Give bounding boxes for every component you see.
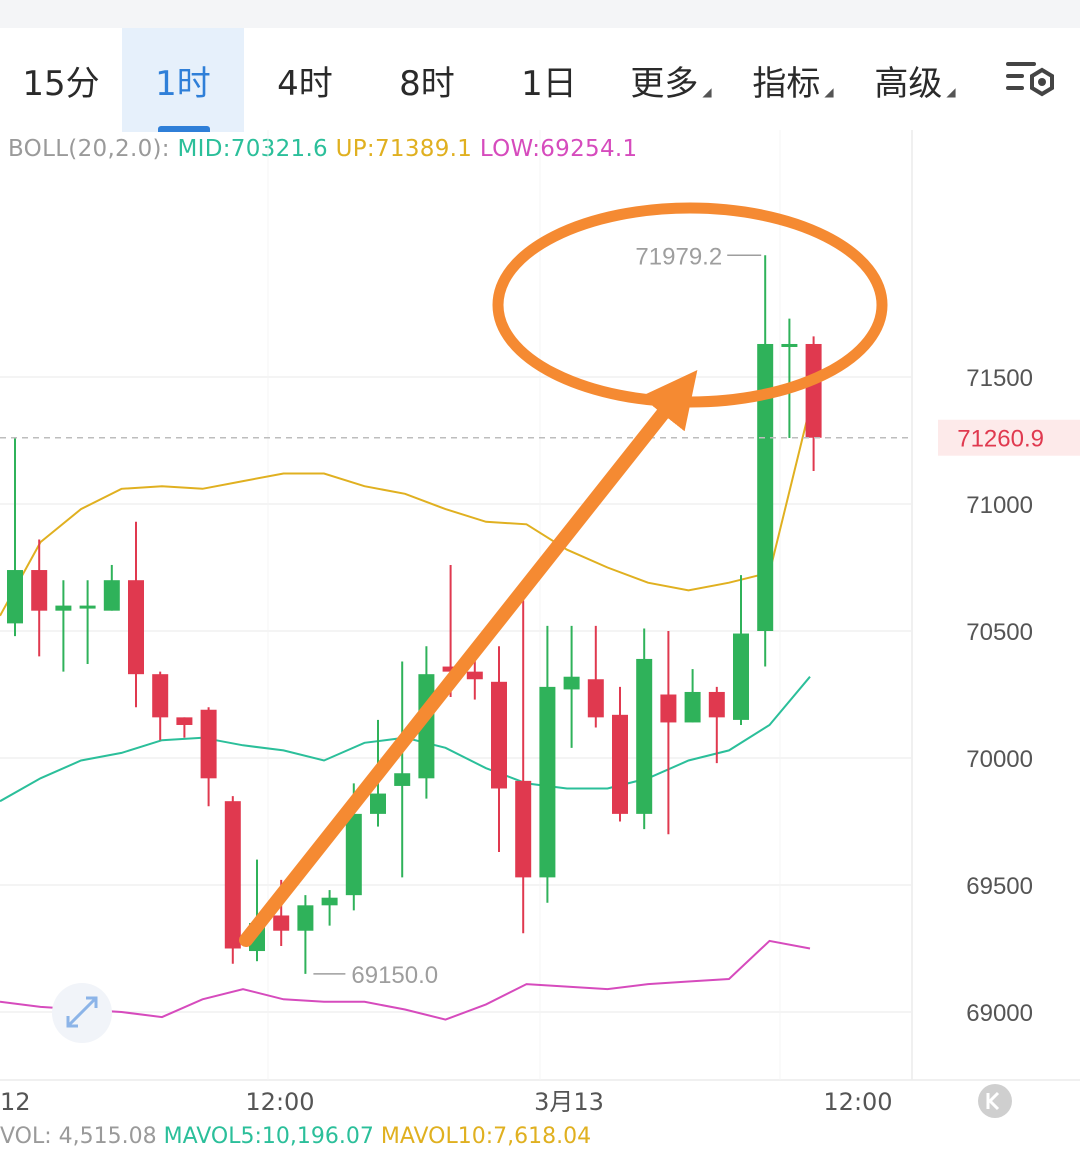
candle-body: [7, 570, 23, 624]
dropdown-caret-icon: ◢: [946, 85, 956, 99]
grid-lines: 71500 71000 70500 70000 69500 69000: [0, 130, 1080, 1081]
x-tick-label: 12: [0, 1088, 31, 1116]
candle-body: [563, 676, 580, 690]
tab-3[interactable]: 8时: [366, 28, 488, 132]
tab-label: 高级: [874, 63, 943, 104]
y-tick-label: 71500: [966, 365, 1033, 392]
tab-4[interactable]: 1日: [488, 28, 610, 132]
boll-up-line: [0, 407, 811, 617]
tab-label: 指标: [752, 63, 821, 104]
tab-1[interactable]: 1时: [122, 28, 244, 132]
candle-body: [200, 709, 217, 779]
tab-label: 15分: [22, 63, 100, 104]
vol-value: VOL: 4,515.08: [0, 1124, 157, 1149]
boll-name: BOLL(20,2.0):: [8, 136, 170, 162]
tab-label: 1时: [155, 63, 211, 104]
y-tick-label: 70000: [966, 746, 1033, 773]
tab-0[interactable]: 15分: [0, 28, 122, 132]
x-tick-label: 3月13: [534, 1088, 604, 1116]
chevron-left-icon: [987, 1091, 1000, 1111]
candle-body: [805, 343, 822, 438]
trend-arrow: [239, 370, 698, 947]
y-tick-label: 69000: [966, 1000, 1033, 1027]
candle-body: [442, 666, 459, 672]
candle-body: [466, 671, 483, 680]
volume-legend: VOL: 4,515.08 MAVOL5:10,196.07 MAVOL10:7…: [0, 1124, 591, 1149]
boll-low-line: [0, 939, 811, 1021]
candle-body: [224, 801, 241, 949]
expand-diagonal: [66, 996, 98, 1028]
candle-body: [394, 773, 411, 786]
time-axis: 12 12:00 3月13 12:00: [0, 1084, 1012, 1118]
candle-body: [587, 679, 604, 718]
current-price-label: 71260.9: [957, 426, 1044, 453]
tab-label: 8时: [399, 63, 455, 104]
highlight-ellipse: [492, 202, 888, 408]
candle-body: [31, 570, 48, 611]
candle-body: [539, 686, 556, 878]
status-strip: [0, 0, 1080, 28]
boll-up: UP:71389.1: [335, 136, 473, 162]
current-price-bg: [938, 419, 1080, 456]
boll-mid: MID:70321.6: [177, 136, 328, 162]
scroll-latest-button[interactable]: [978, 1084, 1012, 1118]
mavol5-value: MAVOL5:10,196.07: [163, 1124, 374, 1149]
candle-body: [55, 605, 72, 611]
low-price-label: 69150.0: [351, 962, 438, 989]
tab-5[interactable]: 更多 ◢: [610, 28, 732, 132]
y-tick-label: 70500: [966, 619, 1033, 646]
candle-body: [733, 633, 749, 720]
candle-body: [660, 694, 677, 723]
tab-label: 4时: [277, 63, 333, 104]
scroll-latest-circle: [978, 1084, 1012, 1118]
tab-6[interactable]: 指标 ◢: [732, 28, 854, 132]
candle-body: [708, 691, 725, 718]
candle-body: [321, 897, 338, 906]
candle-body: [297, 905, 314, 931]
y-tick-label: 69500: [966, 873, 1033, 900]
tab-2[interactable]: 4时: [244, 28, 366, 132]
candle-body: [636, 658, 653, 814]
chart-settings-icon[interactable]: [1004, 58, 1056, 104]
boll-indicator-legend: BOLL(20,2.0): MID:70321.6 UP:71389.1 LOW…: [8, 136, 637, 162]
candle-body: [757, 343, 774, 631]
high-price-label: 71979.2: [635, 243, 722, 270]
candle-body: [176, 717, 193, 725]
x-tick-label: 12:00: [245, 1088, 314, 1116]
expand-corner-ne: [86, 996, 98, 1008]
expand-icon[interactable]: [52, 983, 112, 1043]
price-labels: 71260.9 71979.2 69150.0: [0, 243, 1080, 989]
tab-label: 更多: [630, 63, 699, 104]
candle-body: [684, 691, 701, 723]
candle-body: [345, 813, 362, 896]
candle-body: [781, 343, 798, 347]
candle-body: [612, 714, 628, 814]
annotations: [52, 202, 888, 1043]
boll-low: LOW:69254.1: [479, 136, 638, 162]
dropdown-caret-icon: ◢: [702, 85, 712, 99]
candle-body: [515, 780, 532, 878]
y-tick-label: 71000: [966, 492, 1033, 519]
candle-body: [79, 605, 96, 609]
tab-label: 1日: [521, 63, 577, 104]
candles: [7, 255, 822, 974]
candle-body: [491, 681, 507, 789]
expand-corner-sw: [66, 1016, 78, 1028]
dropdown-caret-icon: ◢: [824, 85, 834, 99]
tab-7[interactable]: 高级 ◢: [854, 28, 976, 132]
candle-body: [273, 915, 290, 931]
candle-body: [103, 580, 120, 611]
x-tick-label: 12:00: [823, 1088, 892, 1116]
candle-body: [370, 793, 386, 814]
candle-body: [152, 674, 169, 718]
interval-tabs: 15分 1时 4时 8时 1日 更多 ◢ 指标 ◢ 高级 ◢: [0, 28, 1080, 132]
candle-body: [128, 580, 144, 675]
mavol10-value: MAVOL10:7,618.04: [380, 1124, 592, 1149]
